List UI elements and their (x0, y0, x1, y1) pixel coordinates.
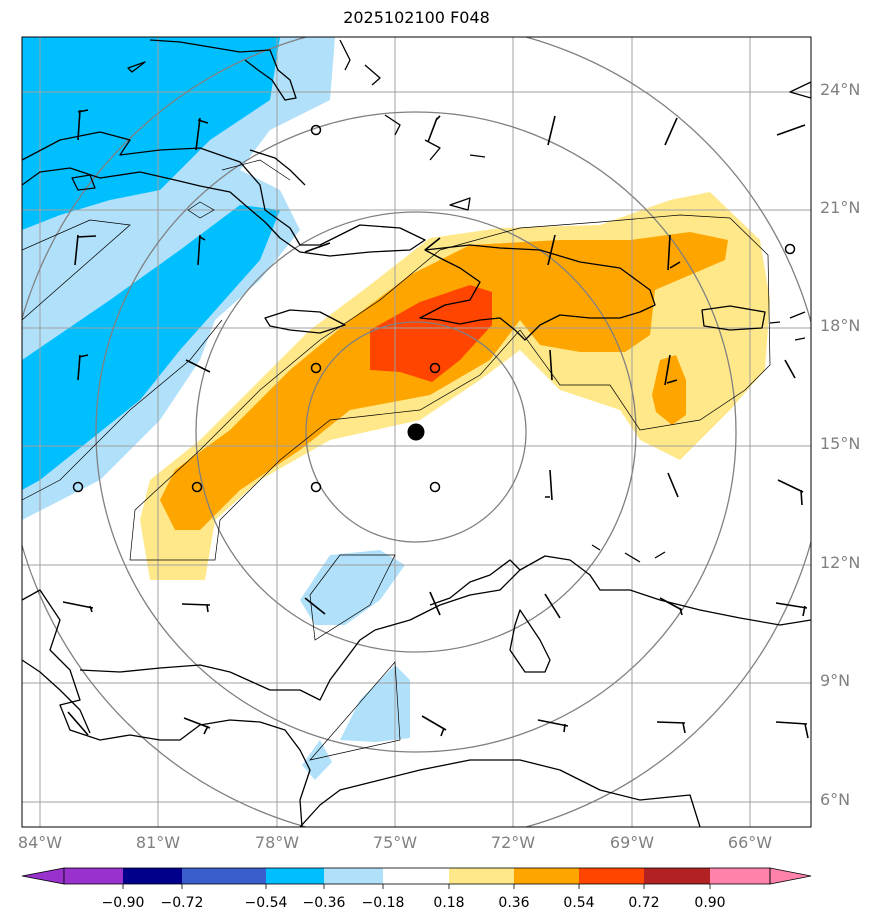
colorbar-tick-label: −0.36 (302, 895, 346, 911)
small-island (127, 61, 146, 73)
colorbar-tick-label: 0.54 (563, 895, 595, 911)
negative-anomaly-light-region (300, 550, 405, 625)
colorbar-tick-label: −0.54 (244, 895, 288, 911)
lat-label: 12°N (820, 553, 861, 572)
colorbar-high-extension (769, 867, 812, 885)
jamaica-coastline (264, 309, 346, 334)
lat-label: 21°N (820, 198, 861, 217)
small-island (469, 154, 486, 158)
florida-bahamas-coastline (149, 39, 297, 101)
lon-label: 84°W (17, 833, 63, 852)
colorbar (21, 867, 812, 889)
lake-maracaibo (509, 609, 551, 673)
small-island (654, 551, 666, 559)
colorbar-tick-label: 0.90 (694, 895, 726, 911)
central-america-coastline (22, 659, 91, 734)
negative-anomaly-light-region (302, 740, 332, 780)
south-america-coastline (519, 555, 811, 626)
lon-label: 81°W (135, 833, 181, 852)
small-island (769, 321, 781, 324)
map-title: 2025102100 F048 (343, 8, 490, 27)
small-island (71, 174, 96, 191)
colorbar-tick-label: 0.36 (498, 895, 530, 911)
lat-label: 15°N (820, 434, 861, 453)
south-america-coastline (299, 759, 701, 827)
map-plot-area (22, 37, 811, 827)
lon-label: 75°W (372, 833, 418, 852)
lon-label: 66°W (727, 833, 773, 852)
lat-label: 9°N (820, 671, 851, 690)
lat-label: 24°N (820, 80, 861, 99)
hispaniola-coastline (419, 244, 656, 341)
small-island (449, 197, 471, 211)
small-island (624, 552, 641, 563)
puerto-rico-coastline (701, 305, 766, 331)
wind-barbs (62, 109, 809, 739)
positive-anomaly-orange-region (160, 232, 728, 530)
lon-label: 78°W (254, 833, 300, 852)
negative-anomaly-dark-region (22, 205, 280, 490)
colorbar-tick-label: 0.72 (628, 895, 660, 911)
lat-label: 18°N (820, 316, 861, 335)
small-island (364, 64, 381, 86)
small-island (591, 544, 601, 551)
small-island (424, 139, 441, 161)
negative-anomaly-light-region (340, 665, 410, 742)
calm-wind-markers (72, 124, 796, 493)
central-america-coastline (22, 589, 311, 827)
positive-anomaly-red-region (370, 285, 492, 382)
cuba-coastline (22, 131, 426, 257)
small-island (339, 39, 351, 71)
colorbar-tick-label: −0.18 (361, 895, 405, 911)
colorbar-tick-label: −0.90 (101, 895, 145, 911)
gridlines (22, 37, 811, 827)
small-island (789, 311, 806, 319)
colorbar-low-extension (21, 867, 65, 885)
negative-anomaly-dark-region (22, 37, 280, 230)
small-island (794, 337, 806, 341)
storm-center-marker (407, 423, 425, 441)
coastlines (22, 39, 811, 827)
range-rings (22, 37, 811, 827)
plot-frame (21, 36, 812, 828)
lon-label: 69°W (609, 833, 655, 852)
small-island (249, 149, 306, 186)
contour-lines (22, 159, 771, 761)
colorbar-tick-label: 0.18 (433, 895, 465, 911)
central-america-north-coast (79, 629, 376, 701)
lon-label: 72°W (490, 833, 536, 852)
positive-anomaly-orange-region (652, 355, 686, 425)
small-island (789, 81, 811, 99)
colorbar-tick-label: −0.72 (160, 895, 204, 911)
small-island (384, 114, 401, 136)
lat-label: 6°N (820, 790, 851, 809)
